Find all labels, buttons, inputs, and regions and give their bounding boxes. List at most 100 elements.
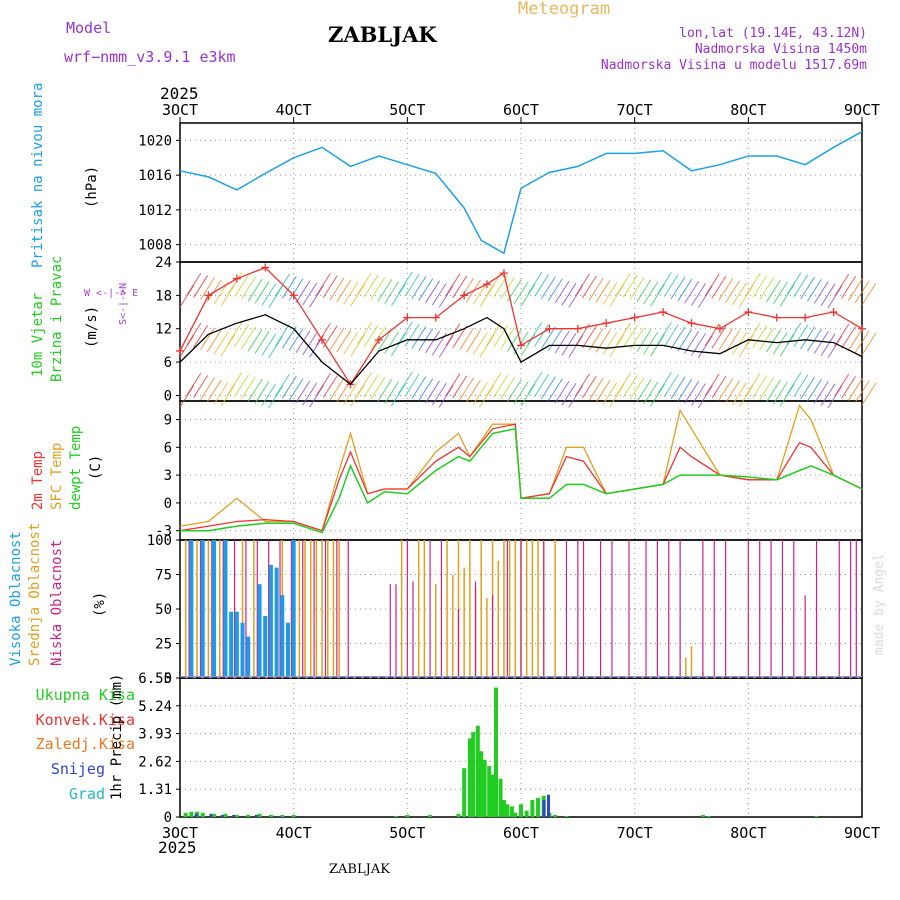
high-cloud-bar [274, 567, 279, 678]
date-label-bottom: 5OCT [389, 824, 425, 842]
wind-barb [697, 335, 713, 358]
wind-barb [356, 322, 372, 345]
total-rain-bar [405, 814, 410, 817]
gust-marker [318, 335, 327, 344]
wind-barb [206, 279, 222, 303]
wind-barb [772, 331, 788, 355]
wind-barb [841, 326, 856, 349]
high-cloud-bar [263, 615, 268, 678]
wind-barb [793, 274, 809, 298]
year-bottom: 2025 [158, 838, 197, 857]
wind-barb [636, 329, 652, 353]
wind-barb [779, 334, 795, 357]
total-rain-bar [200, 812, 205, 817]
gust-marker [460, 291, 469, 300]
high-cloud-bar [229, 611, 234, 678]
wind-barb [766, 379, 781, 403]
low-cloud-bar [781, 540, 784, 678]
wind-barb [240, 326, 256, 350]
wind-barb [561, 383, 577, 406]
high-cloud-bar [285, 622, 290, 678]
wind-barb [547, 278, 563, 302]
total-rain-bar [524, 810, 529, 817]
snow-bar [209, 813, 213, 817]
y-tick-label: 5.24 [138, 699, 172, 715]
wind-compass-we: W <-|-> E [84, 288, 139, 299]
gust-marker [573, 324, 582, 333]
wind-barb [650, 383, 666, 407]
wind-barb [588, 377, 604, 401]
wind-barb [861, 332, 877, 356]
wind-barb [847, 378, 863, 401]
wind-barb [247, 378, 263, 402]
gust-marker [232, 274, 241, 283]
low-cloud-bar [256, 540, 258, 678]
total-rain-bar [487, 766, 492, 817]
total-rain-bar [493, 687, 498, 817]
low-cloud-bar [302, 540, 304, 678]
wind-barb [179, 384, 195, 408]
wind-barb [807, 378, 822, 402]
high-cloud-bar [240, 622, 245, 678]
wind-barb [636, 279, 652, 303]
wind-barb [288, 328, 304, 351]
y-tick-label: 9 [164, 413, 172, 429]
y-tick-label: 0 [164, 671, 172, 687]
wind-barb [261, 383, 277, 406]
gust-marker [176, 346, 184, 355]
legend-snow: Snijeg [50, 760, 105, 778]
total-rain-bar [536, 797, 541, 817]
wind-barb [234, 324, 249, 348]
total-rain-bar [475, 725, 480, 817]
wind-barb [656, 372, 672, 395]
high-cloud-bar [257, 584, 262, 678]
snow-bar [220, 814, 224, 817]
wind-barb [663, 274, 679, 297]
wind-barb [295, 380, 311, 404]
wind-barb [472, 332, 488, 355]
high-cloud-bar [291, 540, 296, 678]
panel-frame [179, 400, 863, 541]
wind-barb [704, 273, 720, 297]
low-cloud-bar [245, 540, 247, 678]
wind-barb [322, 375, 338, 398]
y-tick-label: 1012 [138, 203, 172, 219]
wind-barb [568, 335, 584, 358]
mid-cloud-bar [309, 540, 312, 678]
wind-barb [622, 275, 638, 298]
wind-barb [834, 323, 850, 347]
wind-barb [643, 331, 659, 355]
total-rain-bar [462, 768, 467, 817]
wind-barb [363, 374, 379, 398]
y-tick-label: 1016 [138, 168, 172, 184]
mid-cloud-bar [554, 540, 556, 678]
wind-barb [861, 382, 877, 406]
wind-barb [602, 332, 618, 355]
wind-barb [206, 379, 222, 403]
wind-barb [691, 383, 706, 406]
gust-marker [858, 324, 866, 333]
wind-barb [677, 278, 693, 302]
total-rain-bar [183, 812, 188, 817]
wind-barb [534, 374, 550, 397]
wind-barb [616, 322, 631, 346]
wind-barb [561, 333, 577, 356]
wind-barb [370, 276, 386, 300]
date-label-top: 7OCT [617, 101, 653, 119]
wind-barb [288, 378, 304, 401]
wind-barb [813, 381, 829, 404]
wind-barb [397, 321, 413, 345]
wind-barb [575, 273, 590, 297]
wind-barb [827, 385, 843, 409]
wind-barb [234, 374, 249, 398]
wind-barb [268, 285, 284, 309]
wind-barb [820, 283, 836, 306]
wind-barb [281, 376, 297, 399]
wind-barb [541, 326, 556, 349]
model-altitude: Nadmorska Visina u modelu 1517.69m [600, 58, 867, 73]
date-label-bottom: 3OCT [162, 824, 198, 842]
y-tick-label: 50 [155, 602, 172, 618]
total-rain-bar [553, 814, 558, 817]
low-cloud-bar [656, 540, 658, 678]
